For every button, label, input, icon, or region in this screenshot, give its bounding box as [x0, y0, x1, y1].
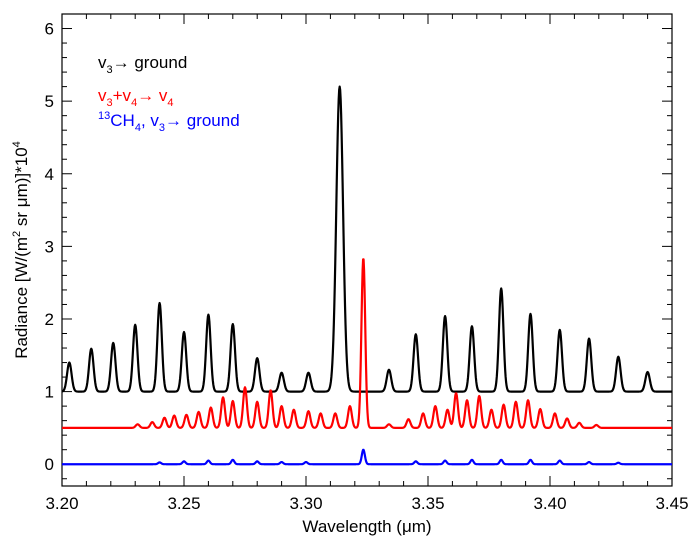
legend-entry-1: v3→ ground [98, 53, 187, 76]
y-axis-title-mid: sr μm)]*10 [12, 147, 31, 230]
legend-entry-2: v3+v4→ v4 [98, 86, 174, 109]
y-tick-label: 1 [45, 383, 54, 402]
y-tick-label: 3 [45, 237, 54, 256]
x-tick-label: 3.45 [655, 494, 688, 513]
x-tick-label: 3.25 [167, 494, 200, 513]
y-tick-label: 0 [45, 455, 54, 474]
y-tick-label: 6 [45, 20, 54, 39]
x-tick-label: 3.30 [289, 494, 322, 513]
legend-part: → v [137, 86, 168, 105]
legend-part: → ground [165, 111, 240, 130]
series-line-3 [62, 450, 672, 464]
y-axis-title-pre: Radiance [W/(m [12, 237, 31, 359]
y-tick-label: 4 [45, 165, 54, 184]
legend-part: +v [113, 86, 132, 105]
y-tick-label: 2 [45, 310, 54, 329]
series-line-2 [62, 259, 672, 428]
y-axis-title-sup2: 4 [11, 141, 23, 147]
x-tick-label: 3.40 [533, 494, 566, 513]
legend-part: 4 [167, 97, 173, 109]
x-tick-label: 3.20 [45, 494, 78, 513]
legend-part: 13 [98, 110, 110, 122]
legend-part: → ground [113, 53, 188, 72]
y-axis-title: Radiance [W/(m2 sr μm)]*104 [11, 141, 31, 359]
legend-part: CH [110, 111, 135, 130]
legend-entry-3: 13CH4, v3→ ground [98, 110, 240, 134]
x-axis-title: Wavelength (μm) [302, 517, 431, 536]
legend-part: , v [141, 111, 159, 130]
x-tick-label: 3.35 [411, 494, 444, 513]
y-tick-label: 5 [45, 92, 54, 111]
series-line-1 [62, 87, 672, 392]
series-layer [62, 87, 672, 465]
